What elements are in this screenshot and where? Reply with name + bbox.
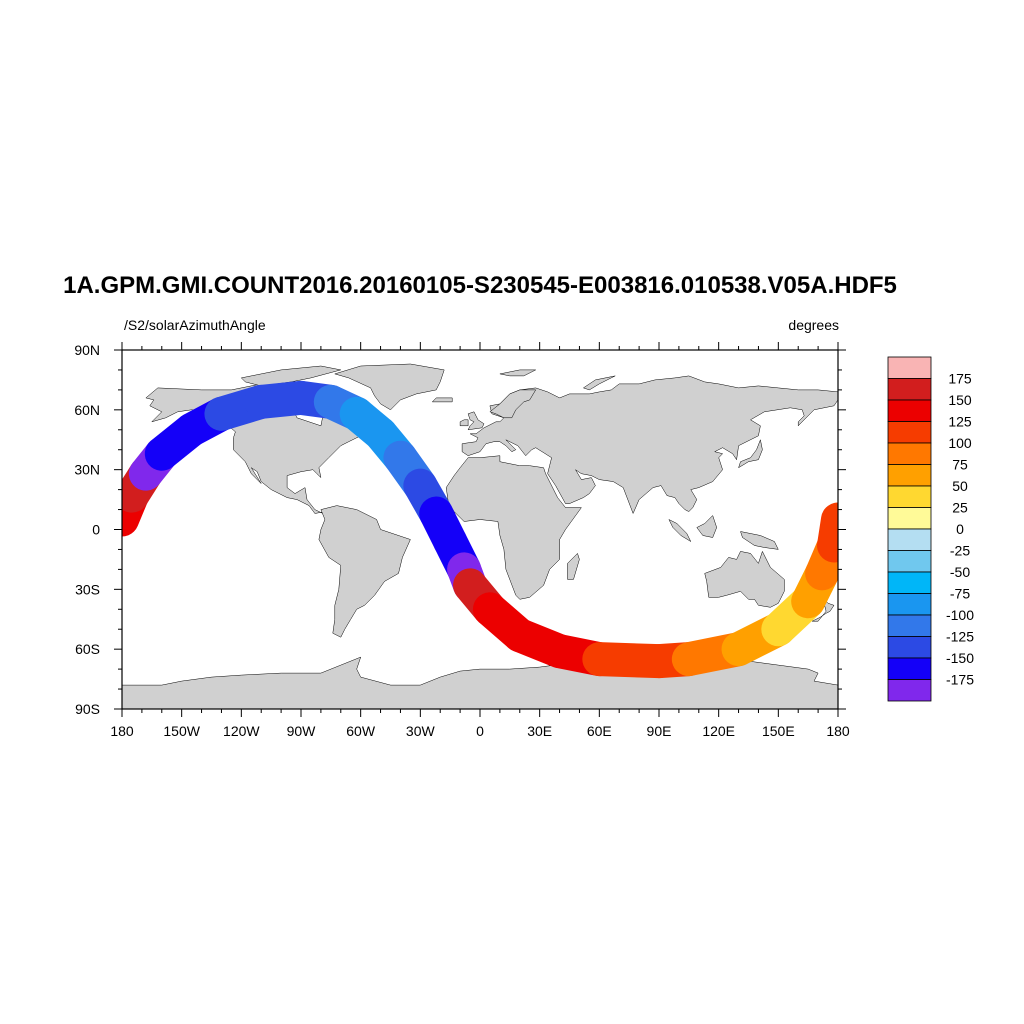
- colorbar-label: -75: [950, 586, 970, 602]
- colorbar-label: 0: [956, 521, 964, 537]
- land-scandinavia: [489, 389, 536, 419]
- land-svalbard: [499, 369, 536, 377]
- colorbar-label: -150: [946, 650, 974, 666]
- colorbar-label: -100: [946, 607, 974, 623]
- colorbar-swatch: [887, 528, 932, 551]
- longitude-labels: 180 150W 120W 90W 60W 30W 0 30E 60E 90E 120E 150E 18…: [110, 723, 850, 739]
- land-south-america: [318, 505, 411, 638]
- lon-tick-label: 150E: [762, 723, 795, 739]
- colorbar-swatch: [887, 550, 932, 573]
- variable-subtitle: /S2/solarAzimuthAngle: [124, 317, 266, 333]
- land-greenland: [334, 363, 445, 411]
- land-novaya-zemlya: [583, 375, 616, 391]
- colorbar-label: 100: [948, 435, 972, 451]
- colorbar-label: 150: [948, 392, 972, 408]
- land-sumatra: [668, 519, 692, 542]
- land-australia: [704, 551, 785, 608]
- colorbar-swatch: [887, 593, 932, 616]
- colorbar-swatch: [887, 399, 932, 422]
- lat-tick-label: 90S: [75, 701, 100, 717]
- colorbar-swatch: [887, 571, 932, 594]
- lat-tick-label: 30S: [75, 581, 100, 597]
- colorbar-swatch: [887, 614, 932, 637]
- colorbar-label: -25: [950, 543, 970, 559]
- colorbar-swatch: [887, 636, 932, 659]
- colorbar-swatch: [887, 507, 932, 530]
- swath-layer: [122, 380, 838, 679]
- lat-tick-label: 0: [92, 522, 100, 538]
- colorbar-swatch: [887, 657, 932, 680]
- lon-tick-label: 60W: [346, 723, 376, 739]
- colorbar-swatch: [887, 485, 932, 508]
- colorbar-label: -175: [946, 672, 974, 688]
- lon-tick-label: 150W: [163, 723, 200, 739]
- lon-tick-label: 180: [826, 723, 850, 739]
- colorbar-swatch: [887, 464, 932, 487]
- land-africa: [445, 455, 582, 600]
- lon-tick-label: 30E: [527, 723, 552, 739]
- colorbar-swatch: [887, 421, 932, 444]
- colorbar-label: 125: [948, 414, 972, 430]
- land-masses: [122, 363, 838, 709]
- colorbar-label: -125: [946, 629, 974, 645]
- land-great-britain: [467, 411, 485, 431]
- land-new-guinea: [740, 531, 779, 550]
- colorbar-label: 25: [952, 500, 968, 516]
- lat-tick-label: 60S: [75, 641, 100, 657]
- latitude-labels: 90N 60N 30N 0 30S 60S 90S: [74, 342, 100, 717]
- land-madagascar: [567, 553, 580, 580]
- colorbar-label: 175: [948, 371, 972, 387]
- lon-tick-label: 90E: [647, 723, 672, 739]
- land-eurasia: [461, 375, 838, 514]
- lat-tick-label: 90N: [74, 342, 100, 358]
- colorbar-label: 75: [952, 457, 968, 473]
- colorbar-swatch: [887, 356, 932, 379]
- lat-tick-label: 30N: [74, 462, 100, 478]
- units-subtitle: degrees: [788, 317, 839, 333]
- lon-tick-label: 30W: [406, 723, 436, 739]
- colorbar-label: 50: [952, 478, 968, 494]
- land-arctic-islands: [241, 365, 342, 387]
- land-ireland: [459, 419, 469, 427]
- land-borneo: [696, 515, 717, 538]
- map-title: 1A.GPM.GMI.COUNT2016.20160105-S230545-E0…: [63, 272, 897, 299]
- land-japan: [738, 439, 763, 468]
- colorbar-swatch: [887, 378, 932, 401]
- lat-tick-label: 60N: [74, 402, 100, 418]
- land-new-zealand: [811, 597, 835, 622]
- lon-tick-label: 120E: [702, 723, 735, 739]
- colorbar-swatch: [887, 679, 932, 702]
- colorbar: 175 150 125 100 75 50 25 0 -25 -50 -75 -100 -125 -150…: [887, 356, 974, 702]
- lon-tick-label: 0: [476, 723, 484, 739]
- lon-tick-label: 60E: [587, 723, 612, 739]
- land-iceland: [432, 397, 453, 403]
- colorbar-swatch: [887, 442, 932, 465]
- lon-tick-label: 120W: [223, 723, 260, 739]
- lon-tick-label: 90W: [287, 723, 317, 739]
- lon-tick-label: 180: [110, 723, 134, 739]
- swath-segment: [817, 502, 838, 563]
- colorbar-label: -50: [950, 564, 970, 580]
- axis-ticks: [114, 342, 846, 717]
